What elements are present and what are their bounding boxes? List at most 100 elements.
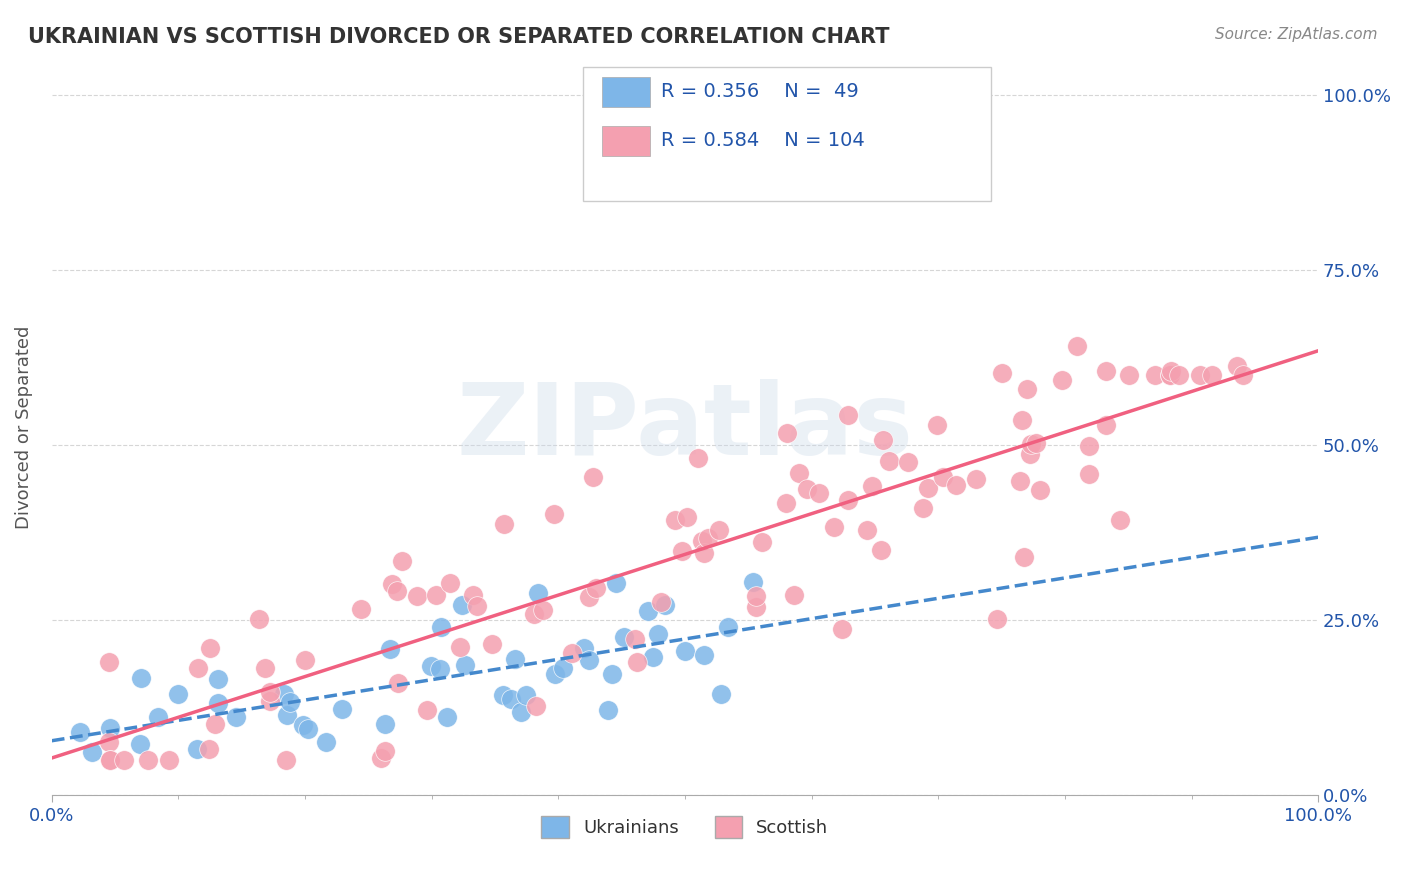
Point — [1188, 368, 1211, 382]
Text: ZIPatlas: ZIPatlas — [457, 379, 914, 476]
Point — [297, 722, 319, 736]
Point — [492, 688, 515, 702]
Point — [276, 753, 298, 767]
Point — [430, 620, 453, 634]
Point — [330, 702, 353, 716]
Point — [207, 696, 229, 710]
Point — [671, 543, 693, 558]
Text: UKRAINIAN VS SCOTTISH DIVORCED OR SEPARATED CORRELATION CHART: UKRAINIAN VS SCOTTISH DIVORCED OR SEPARA… — [28, 27, 890, 46]
Point — [707, 523, 730, 537]
Point — [439, 575, 461, 590]
Point — [425, 588, 447, 602]
Point — [1201, 368, 1223, 382]
Point — [204, 717, 226, 731]
Point — [553, 660, 575, 674]
Point — [315, 735, 337, 749]
Point — [544, 666, 567, 681]
Point — [690, 533, 713, 548]
Point — [128, 737, 150, 751]
Point — [945, 478, 967, 492]
Legend: Ukrainians, Scottish: Ukrainians, Scottish — [534, 809, 835, 846]
Point — [381, 577, 404, 591]
Point — [1095, 364, 1118, 378]
Point — [278, 696, 301, 710]
Point — [831, 623, 853, 637]
Point — [1050, 373, 1073, 387]
Point — [225, 709, 247, 723]
Point — [1011, 413, 1033, 427]
Point — [531, 603, 554, 617]
Point — [1025, 435, 1047, 450]
Point — [387, 676, 409, 690]
Point — [623, 632, 645, 647]
Text: Source: ZipAtlas.com: Source: ZipAtlas.com — [1215, 27, 1378, 42]
Point — [494, 517, 516, 532]
Point — [860, 478, 883, 492]
Point — [932, 470, 955, 484]
Point — [1078, 438, 1101, 452]
Point — [1108, 513, 1130, 527]
Point — [97, 655, 120, 669]
Point — [991, 366, 1014, 380]
Point — [598, 703, 620, 717]
Point — [796, 482, 818, 496]
Point — [543, 507, 565, 521]
Y-axis label: Divorced or Separated: Divorced or Separated — [15, 326, 32, 529]
Point — [292, 717, 315, 731]
Point — [415, 703, 437, 717]
Point — [1018, 447, 1040, 461]
Point — [872, 433, 894, 447]
Point — [1066, 339, 1088, 353]
Point — [647, 626, 669, 640]
Point — [710, 687, 733, 701]
Point — [605, 576, 627, 591]
Point — [294, 653, 316, 667]
Point — [187, 661, 209, 675]
Point — [613, 630, 636, 644]
Point — [1159, 368, 1181, 382]
Point — [837, 408, 859, 422]
Point — [837, 492, 859, 507]
Point — [561, 646, 583, 660]
Point — [1167, 368, 1189, 382]
Point — [1160, 364, 1182, 378]
Point — [481, 637, 503, 651]
Point — [129, 672, 152, 686]
Point — [1077, 467, 1099, 482]
Point — [198, 742, 221, 756]
Point — [527, 585, 550, 599]
Point — [776, 426, 799, 441]
Point — [515, 689, 537, 703]
Point — [654, 599, 676, 613]
Point — [856, 524, 879, 538]
Point — [911, 501, 934, 516]
Point — [370, 751, 392, 765]
Point — [897, 455, 920, 469]
Point — [501, 692, 523, 706]
Point — [461, 588, 484, 602]
Point — [664, 512, 686, 526]
Point — [69, 725, 91, 739]
Point — [1232, 368, 1254, 382]
Point — [276, 708, 298, 723]
Point — [1143, 368, 1166, 382]
Point — [247, 612, 270, 626]
Point — [673, 644, 696, 658]
Point — [523, 607, 546, 622]
Point — [1012, 549, 1035, 564]
Text: R = 0.356    N =  49: R = 0.356 N = 49 — [661, 82, 859, 102]
Point — [387, 584, 409, 599]
Point — [419, 659, 441, 673]
Point — [207, 673, 229, 687]
Point — [465, 599, 488, 613]
Point — [97, 735, 120, 749]
Point — [273, 687, 295, 701]
Point — [717, 620, 740, 634]
Point — [585, 581, 607, 595]
Point — [650, 595, 672, 609]
Point — [626, 656, 648, 670]
Point — [503, 652, 526, 666]
Point — [582, 470, 605, 484]
Point — [80, 745, 103, 759]
Point — [524, 698, 547, 713]
